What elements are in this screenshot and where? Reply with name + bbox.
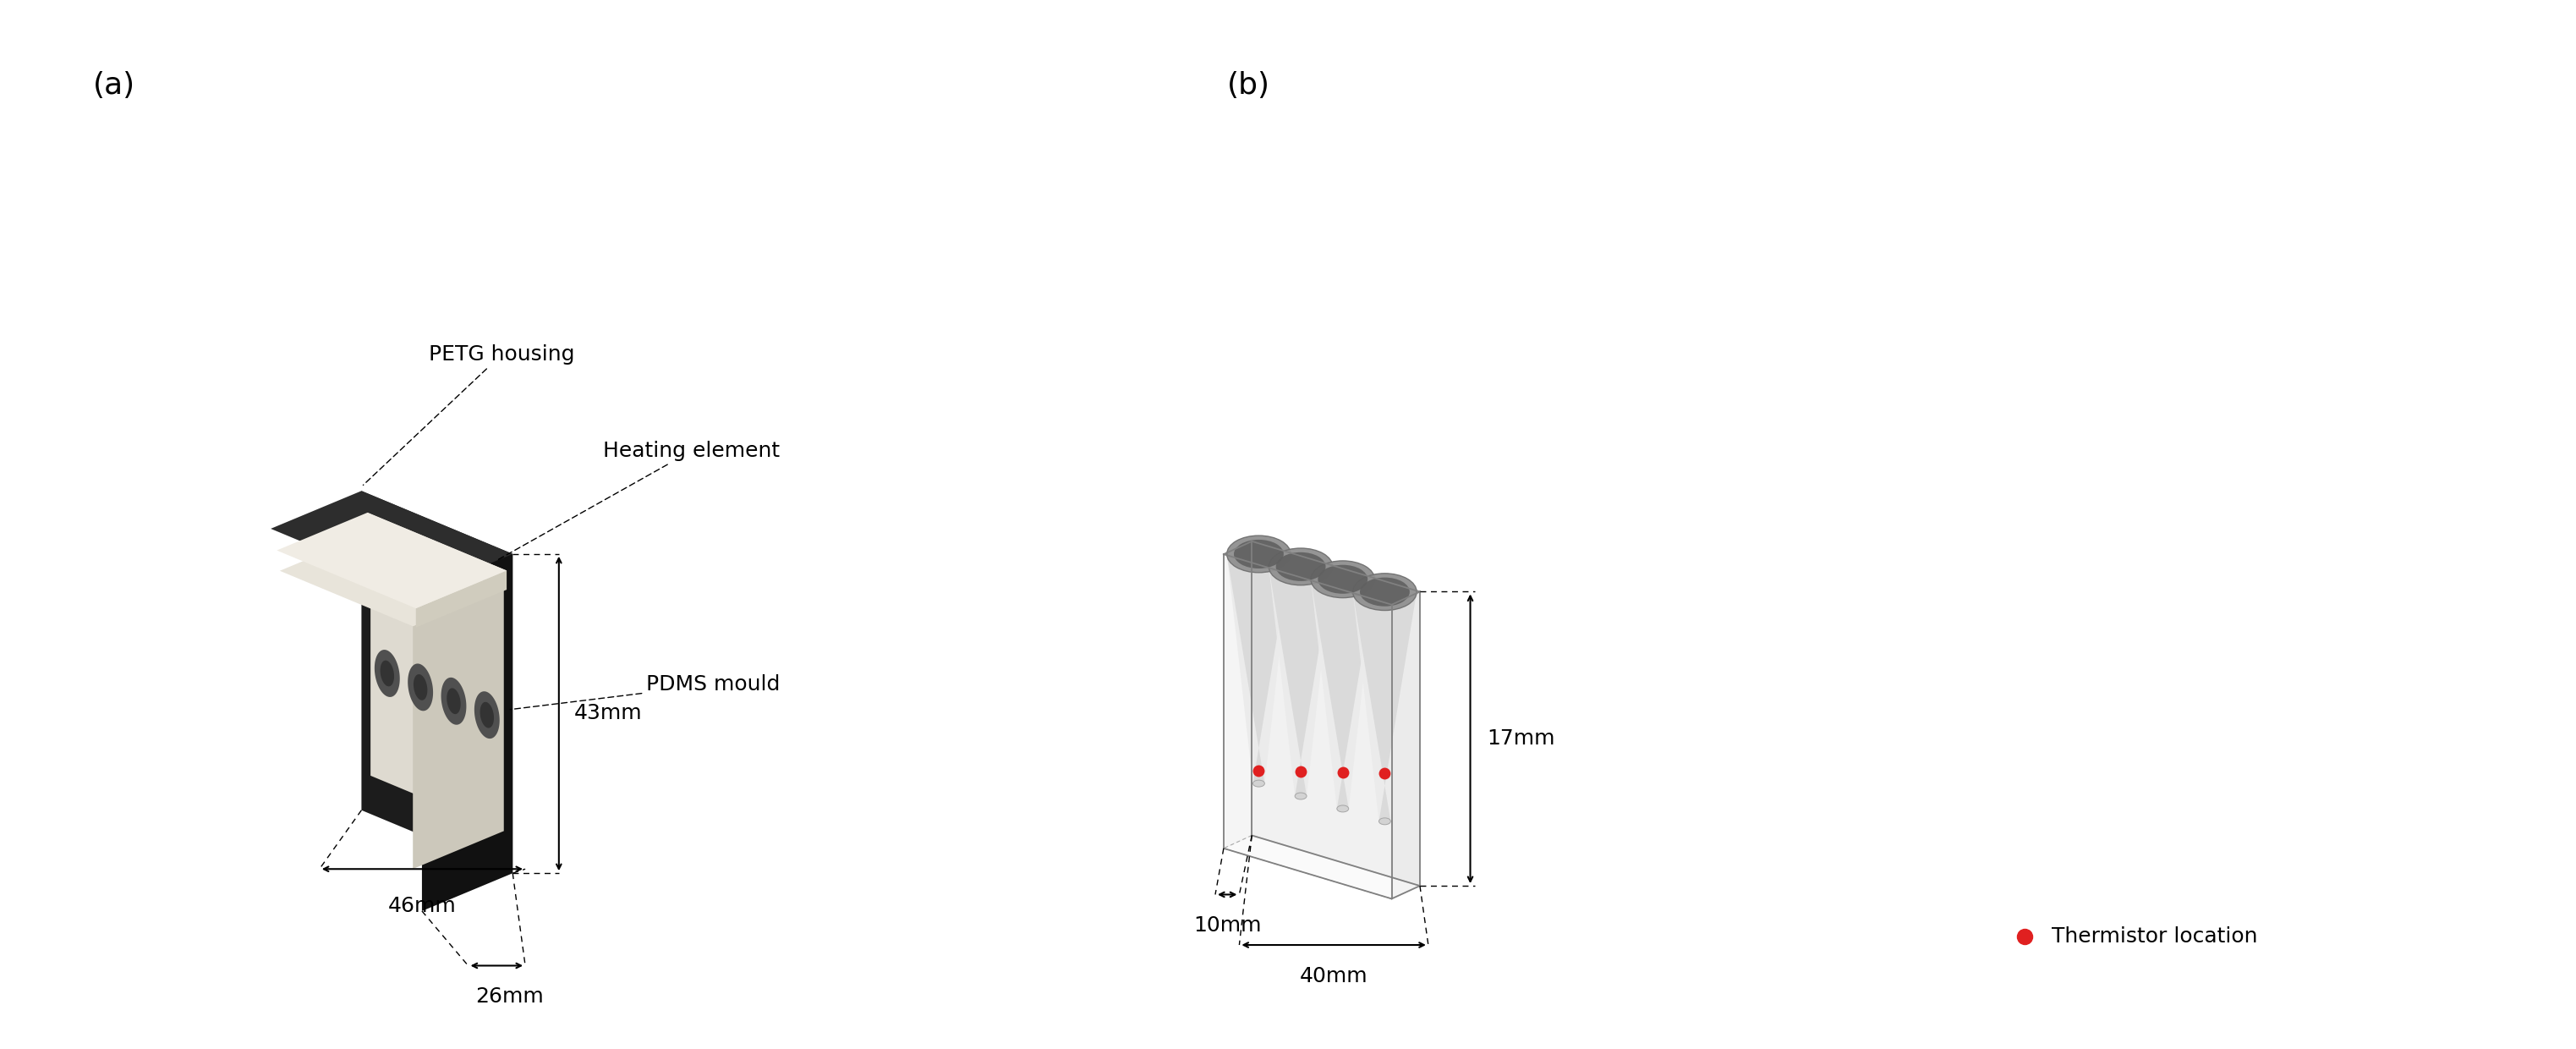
Polygon shape — [371, 533, 502, 831]
Ellipse shape — [1296, 793, 1306, 799]
Polygon shape — [368, 513, 507, 590]
Polygon shape — [374, 649, 399, 697]
Polygon shape — [1270, 549, 1332, 796]
Polygon shape — [412, 588, 502, 869]
Polygon shape — [1311, 579, 1376, 809]
Polygon shape — [1224, 541, 1252, 849]
Text: 26mm: 26mm — [474, 987, 544, 1007]
Polygon shape — [1270, 566, 1332, 796]
Ellipse shape — [1311, 561, 1376, 598]
Polygon shape — [361, 491, 513, 873]
Polygon shape — [422, 554, 513, 911]
Ellipse shape — [1226, 536, 1291, 573]
Text: 46mm: 46mm — [389, 896, 456, 916]
Polygon shape — [474, 691, 500, 738]
Polygon shape — [1311, 561, 1376, 809]
Ellipse shape — [1234, 539, 1283, 569]
Text: (a): (a) — [93, 70, 134, 100]
Polygon shape — [1226, 554, 1291, 784]
Text: PETG housing: PETG housing — [363, 344, 574, 485]
Polygon shape — [270, 491, 513, 592]
Text: PDMS mould: PDMS mould — [510, 675, 781, 709]
Ellipse shape — [1252, 780, 1265, 787]
Polygon shape — [381, 661, 394, 686]
Ellipse shape — [1352, 574, 1417, 611]
Text: (b): (b) — [1226, 70, 1270, 100]
Polygon shape — [440, 678, 466, 725]
Polygon shape — [1224, 541, 1419, 604]
Polygon shape — [407, 664, 433, 711]
Text: Heating element: Heating element — [497, 441, 781, 561]
Polygon shape — [1352, 592, 1417, 821]
Text: 17mm: 17mm — [1486, 729, 1556, 749]
Polygon shape — [479, 702, 495, 728]
Ellipse shape — [1337, 806, 1350, 812]
Polygon shape — [1352, 574, 1417, 821]
Polygon shape — [281, 533, 502, 626]
Polygon shape — [1391, 592, 1419, 899]
Polygon shape — [415, 571, 507, 627]
Polygon shape — [446, 688, 461, 714]
Polygon shape — [276, 513, 507, 608]
Ellipse shape — [1270, 549, 1332, 585]
Text: 10mm: 10mm — [1193, 916, 1262, 936]
Ellipse shape — [1360, 577, 1409, 606]
Ellipse shape — [1378, 818, 1391, 825]
Polygon shape — [1226, 536, 1291, 784]
Ellipse shape — [1275, 552, 1327, 581]
Text: Thermistor location: Thermistor location — [2050, 926, 2257, 946]
Text: 43mm: 43mm — [574, 704, 641, 724]
Ellipse shape — [1319, 564, 1368, 594]
Polygon shape — [415, 675, 428, 701]
Polygon shape — [1224, 554, 1391, 899]
Text: 40mm: 40mm — [1301, 966, 1368, 986]
Polygon shape — [1252, 541, 1419, 885]
